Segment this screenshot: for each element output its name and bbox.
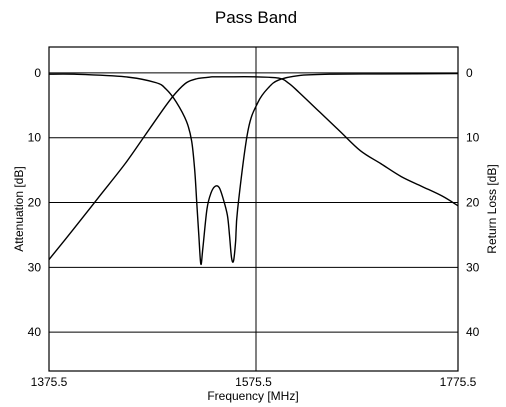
y-tick-right-30: 30: [466, 260, 480, 274]
y-axis-label-right: Return Loss [dB]: [485, 164, 499, 253]
plot-frame: [48, 46, 459, 372]
y-tick-right-0: 0: [466, 66, 473, 80]
series-1-line: [48, 76, 459, 260]
x-axis-label: Frequency [MHz]: [207, 389, 298, 403]
y-tick-left-40: 40: [28, 325, 42, 339]
y-tick-right-10: 10: [466, 131, 480, 145]
x-tick-1775.5: 1775.5: [440, 375, 477, 389]
x-tick-1375.5: 1375.5: [31, 375, 68, 389]
gridlines: [49, 72, 458, 333]
y-tick-left-30: 30: [28, 260, 42, 274]
x-tick-1575.5: 1575.5: [235, 375, 272, 389]
chart-title: Pass Band: [215, 8, 297, 27]
y-tick-right-20: 20: [466, 196, 480, 210]
y-tick-left-20: 20: [28, 196, 42, 210]
y-tick-left-0: 0: [34, 66, 41, 80]
curves: [48, 72, 459, 266]
y-axis-label-left: Attenuation [dB]: [12, 166, 26, 251]
y-tick-right-40: 40: [466, 325, 480, 339]
series-2-line: [48, 72, 459, 266]
tick-labels: 0 0 10 10 20 20 30 30 40 40 1375.5 1575.5 1775.5: [28, 66, 480, 389]
y-tick-left-10: 10: [28, 131, 42, 145]
